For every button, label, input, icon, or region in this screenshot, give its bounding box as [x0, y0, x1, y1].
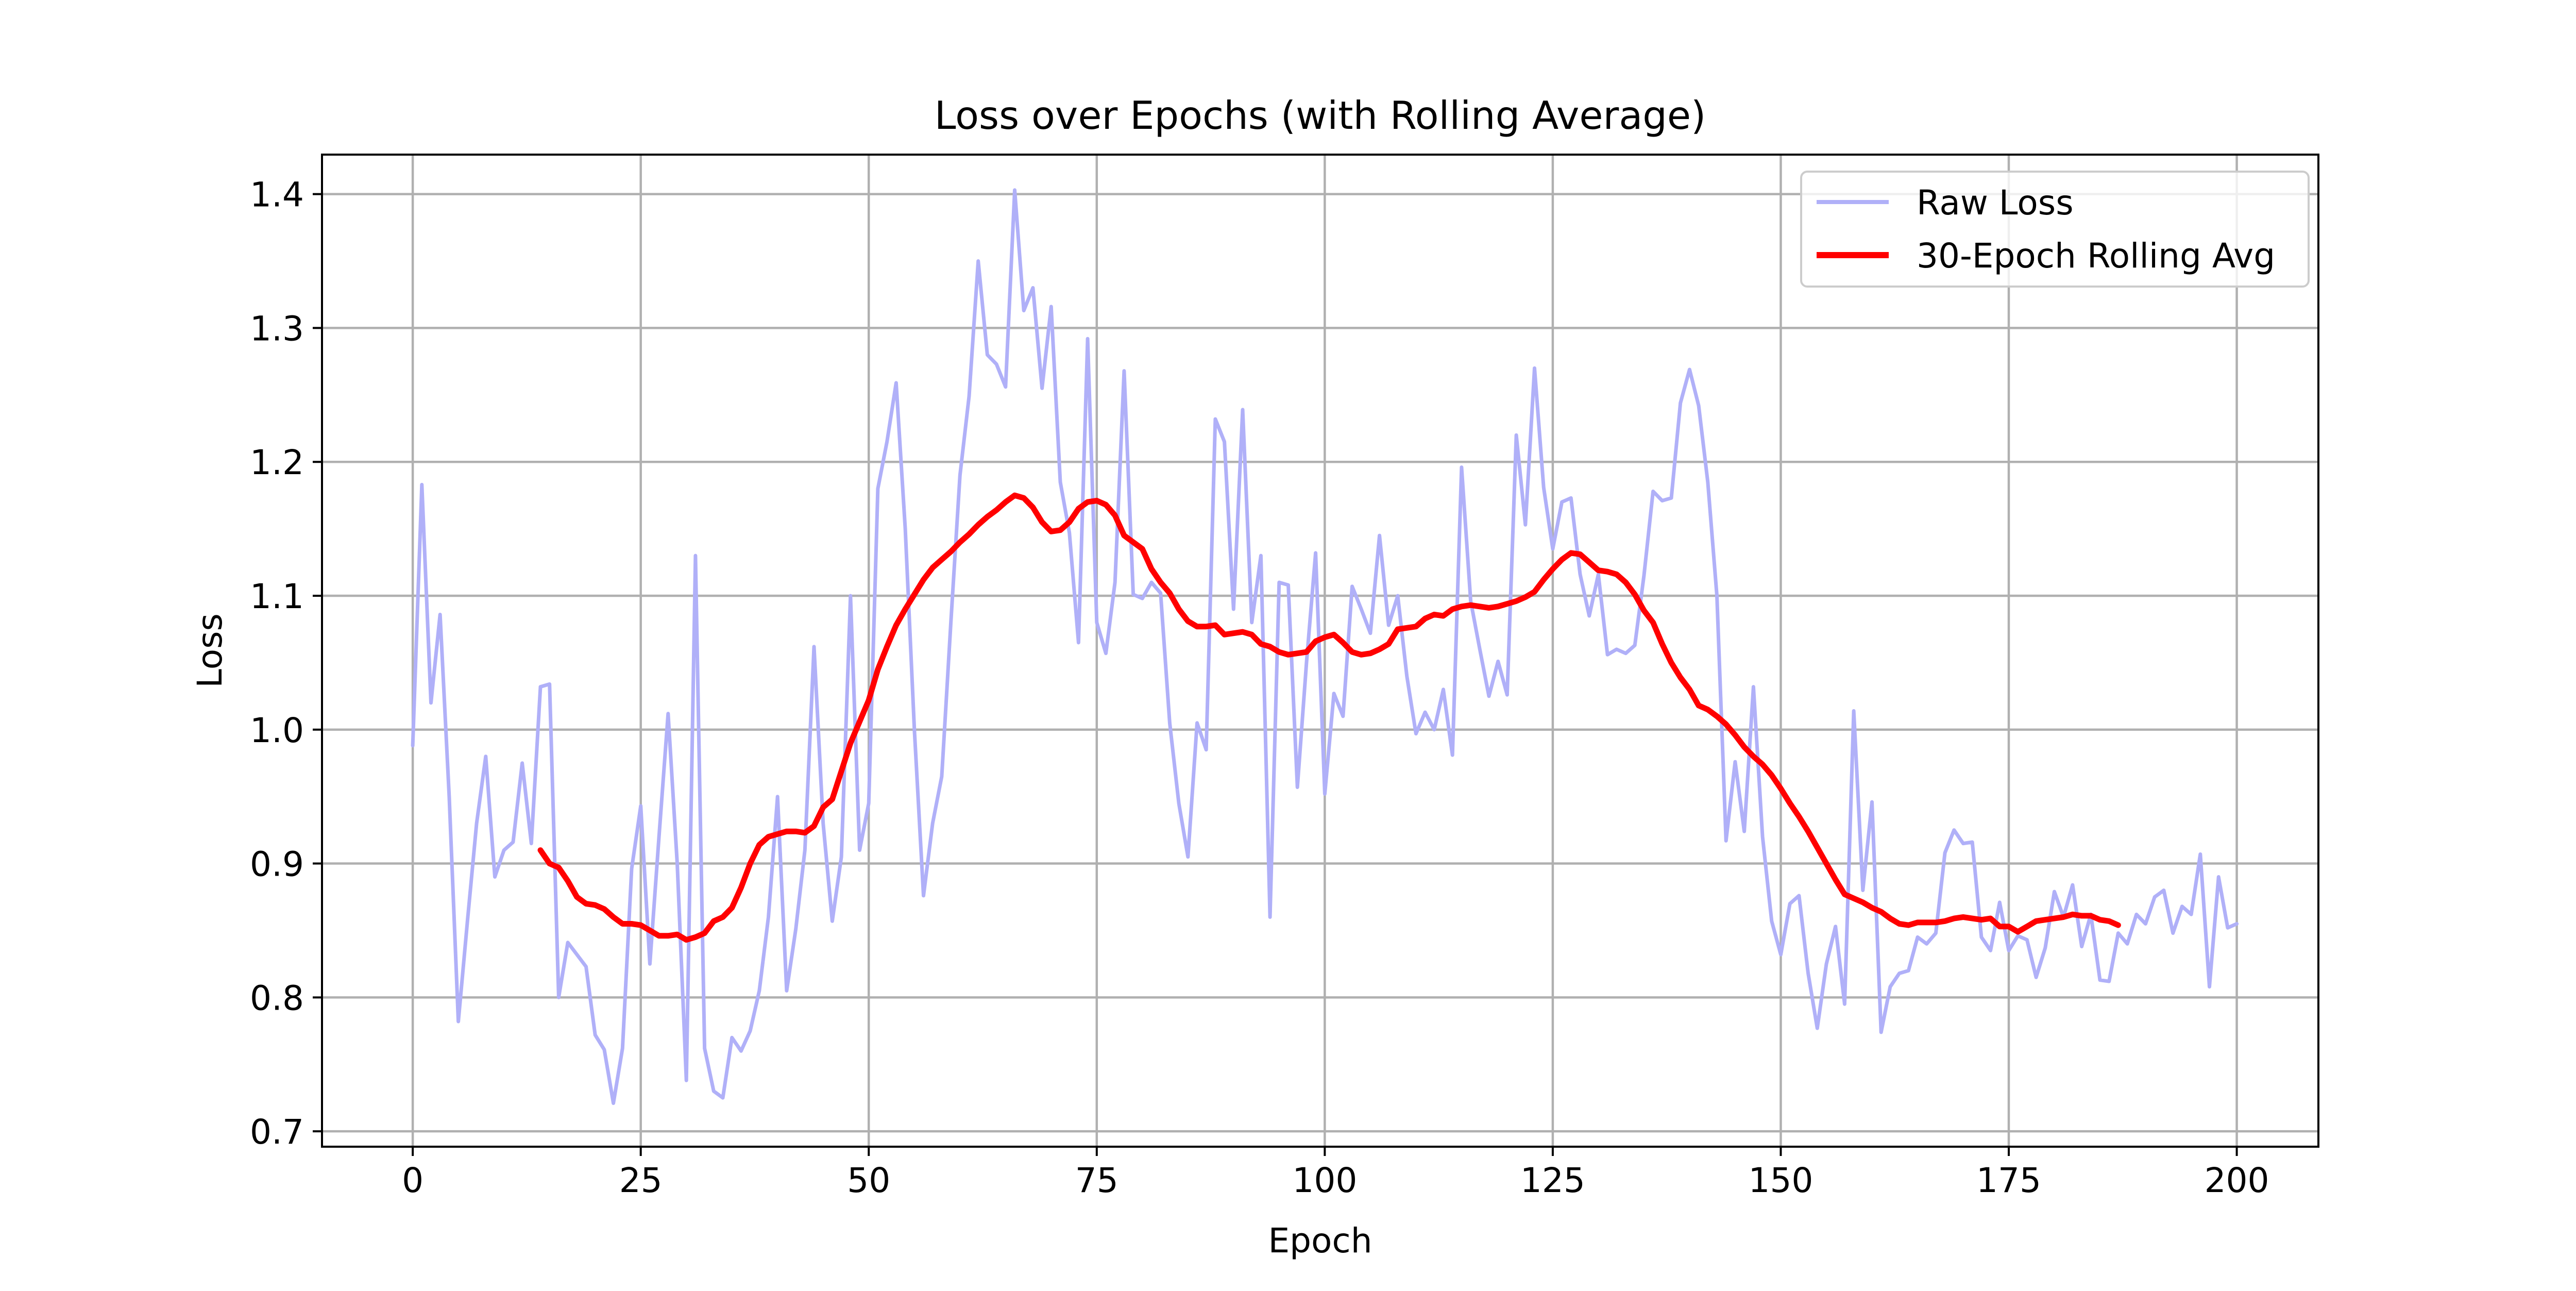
- y-axis-ticks: 0.7 0.8 0.9 1.0 1.1 1.2 1.3 1.4: [250, 175, 322, 1152]
- y-tick-label: 1.2: [250, 443, 304, 482]
- y-axis-label: Loss: [190, 613, 230, 688]
- grid-lines: [322, 155, 2318, 1147]
- raw-loss-line: [411, 188, 2239, 1105]
- y-tick-label: 1.1: [250, 577, 304, 616]
- x-tick-label: 175: [1976, 1161, 2041, 1200]
- legend: Raw Loss 30-Epoch Rolling Avg: [1800, 171, 2310, 288]
- x-tick-label: 150: [1748, 1161, 1813, 1200]
- x-tick-label: 0: [402, 1161, 423, 1200]
- y-tick-label: 0.7: [250, 1112, 304, 1152]
- x-tick-label: 25: [619, 1161, 663, 1200]
- y-tick-label: 0.8: [250, 978, 304, 1018]
- chart-title: Loss over Epochs (with Rolling Average): [935, 93, 1706, 138]
- y-tick-label: 0.9: [250, 845, 304, 884]
- x-tick-label: 75: [1075, 1161, 1118, 1200]
- plot-frame: [321, 154, 2319, 1148]
- legend-box: [1800, 171, 2310, 288]
- x-axis-label: Epoch: [1268, 1221, 1372, 1261]
- x-tick-label: 200: [2205, 1161, 2269, 1200]
- y-tick-label: 1.4: [250, 175, 304, 215]
- rolling-avg-line: [537, 492, 2121, 943]
- y-tick-label: 1.0: [250, 711, 304, 750]
- x-tick-label: 125: [1520, 1161, 1585, 1200]
- y-tick-label: 1.3: [250, 309, 304, 348]
- x-tick-label: 100: [1292, 1161, 1357, 1200]
- x-axis-ticks: 0 25 50 75 100 125 150 175 200: [402, 1147, 2269, 1200]
- x-tick-label: 50: [847, 1161, 890, 1200]
- plot-series: [411, 188, 2239, 1105]
- legend-label-raw-loss: Raw Loss: [1917, 183, 2074, 223]
- legend-label-rolling-avg: 30-Epoch Rolling Avg: [1917, 236, 2275, 276]
